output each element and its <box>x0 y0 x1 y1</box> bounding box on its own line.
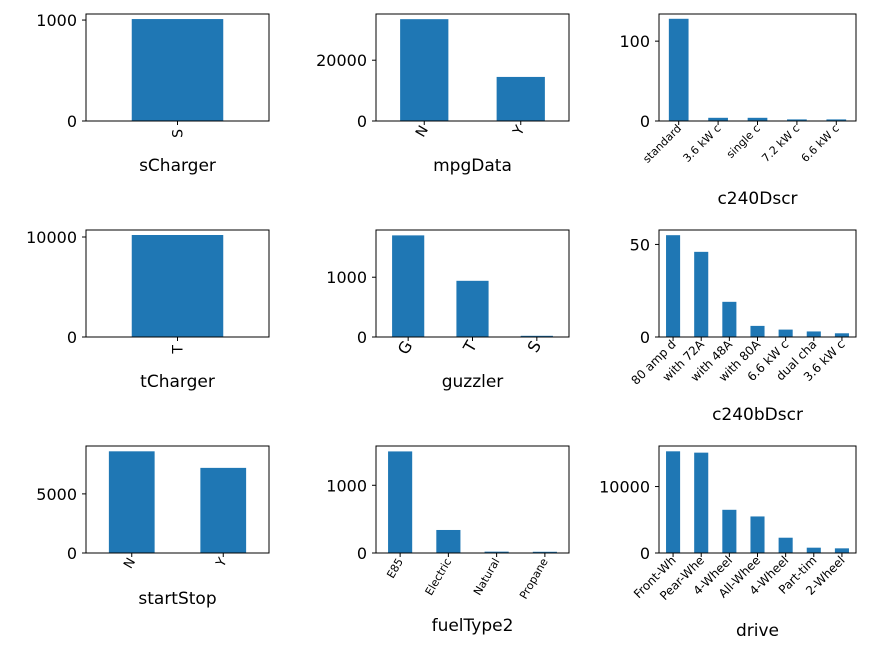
y-tick-label: 0 <box>640 112 650 131</box>
plot-frame <box>658 229 857 338</box>
y-tick-label: 0 <box>357 328 367 347</box>
bar-fuelType2-2 <box>484 551 509 553</box>
x-axis-title: tCharger <box>140 372 215 392</box>
plot-frame <box>375 13 570 122</box>
x-axis-title: mpgData <box>433 156 512 176</box>
y-tick-label: 10000 <box>26 228 77 247</box>
bar-drive-3 <box>750 516 765 553</box>
bar-drive-6 <box>834 548 849 553</box>
x-axis-title: fuelType2 <box>432 616 514 636</box>
y-tick-label: 0 <box>67 112 77 131</box>
x-axis-title: sCharger <box>139 156 216 176</box>
bar-drive-1 <box>694 452 709 553</box>
bar-c240Dscr-3 <box>787 119 807 121</box>
x-tick-label: Y <box>510 123 529 140</box>
bar-c240Dscr-4 <box>826 119 847 121</box>
y-tick-label: 0 <box>640 328 650 347</box>
x-tick-label: Natural <box>471 556 503 598</box>
bar-mpgData-1 <box>496 76 545 121</box>
y-tick-label: 0 <box>357 544 367 563</box>
bar-guzzler-2 <box>520 335 553 337</box>
bar-drive-5 <box>806 547 821 553</box>
x-tick-label: N <box>413 123 432 140</box>
y-tick-label: 100 <box>619 32 650 51</box>
x-axis-title: c240Dscr <box>717 189 797 209</box>
y-tick-label: 0 <box>67 544 77 563</box>
bar-c240bDscr-5 <box>806 331 821 337</box>
bar-drive-0 <box>666 451 681 553</box>
x-tick-label: T <box>170 345 186 355</box>
bar-drive-2 <box>722 509 737 553</box>
y-tick-label: 50 <box>630 235 650 254</box>
plot-frame <box>85 445 270 554</box>
x-axis-title: drive <box>736 621 779 641</box>
x-tick-label: Electric <box>423 556 455 598</box>
bar-startStop-0 <box>108 451 155 553</box>
bar-c240Dscr-0 <box>668 18 689 121</box>
chart-panel-drive: 010000Front-WhPear-Whe4-WheelAll-Whee4-W… <box>599 445 857 641</box>
x-tick-label: 6.6 kW c <box>799 122 842 165</box>
y-tick-label: 5000 <box>36 485 77 504</box>
x-axis-title: startStop <box>138 589 216 609</box>
bar-tCharger-0 <box>131 235 224 337</box>
x-tick-label: 7.2 kW c <box>759 122 802 165</box>
bar-guzzler-0 <box>392 235 425 337</box>
y-tick-label: 10000 <box>599 478 650 497</box>
x-tick-label: G <box>394 338 417 358</box>
x-tick-label: T <box>459 337 481 356</box>
y-tick-label: 0 <box>640 544 650 563</box>
y-tick-label: 1000 <box>36 11 77 30</box>
x-tick-label: E85 <box>384 556 406 581</box>
bar-startStop-1 <box>200 467 247 553</box>
bar-mpgData-0 <box>400 19 449 121</box>
bar-c240bDscr-4 <box>778 329 793 337</box>
bar-c240bDscr-1 <box>694 251 709 337</box>
bar-c240bDscr-3 <box>750 325 765 337</box>
x-tick-label: S <box>170 129 186 138</box>
bar-guzzler-1 <box>456 280 489 337</box>
bar-fuelType2-3 <box>532 551 557 553</box>
x-axis-title: c240bDscr <box>712 405 803 425</box>
y-tick-label: 1000 <box>326 268 367 287</box>
x-tick-label: Y <box>213 555 230 570</box>
bar-fuelType2-0 <box>388 451 413 553</box>
y-tick-label: 1000 <box>326 476 367 495</box>
bar-sCharger-0 <box>131 19 224 121</box>
x-tick-label: N <box>121 556 139 572</box>
bar-c240Dscr-1 <box>708 117 728 121</box>
y-tick-label: 0 <box>67 328 77 347</box>
x-tick-label: 3.6 kW c <box>681 122 724 165</box>
y-tick-label: 0 <box>357 112 367 131</box>
x-axis-title: guzzler <box>442 372 504 392</box>
y-tick-label: 20000 <box>316 51 367 70</box>
x-tick-label: single c <box>724 122 763 161</box>
bar-c240bDscr-0 <box>666 235 681 337</box>
x-tick-label: S <box>524 338 546 356</box>
bar-drive-4 <box>778 537 793 553</box>
bar-c240bDscr-2 <box>722 301 737 337</box>
bar-c240Dscr-2 <box>747 117 768 121</box>
plot-frame <box>375 445 570 554</box>
bar-c240bDscr-6 <box>834 333 849 337</box>
x-tick-label: Propane <box>517 556 551 602</box>
bar-fuelType2-1 <box>436 529 461 553</box>
